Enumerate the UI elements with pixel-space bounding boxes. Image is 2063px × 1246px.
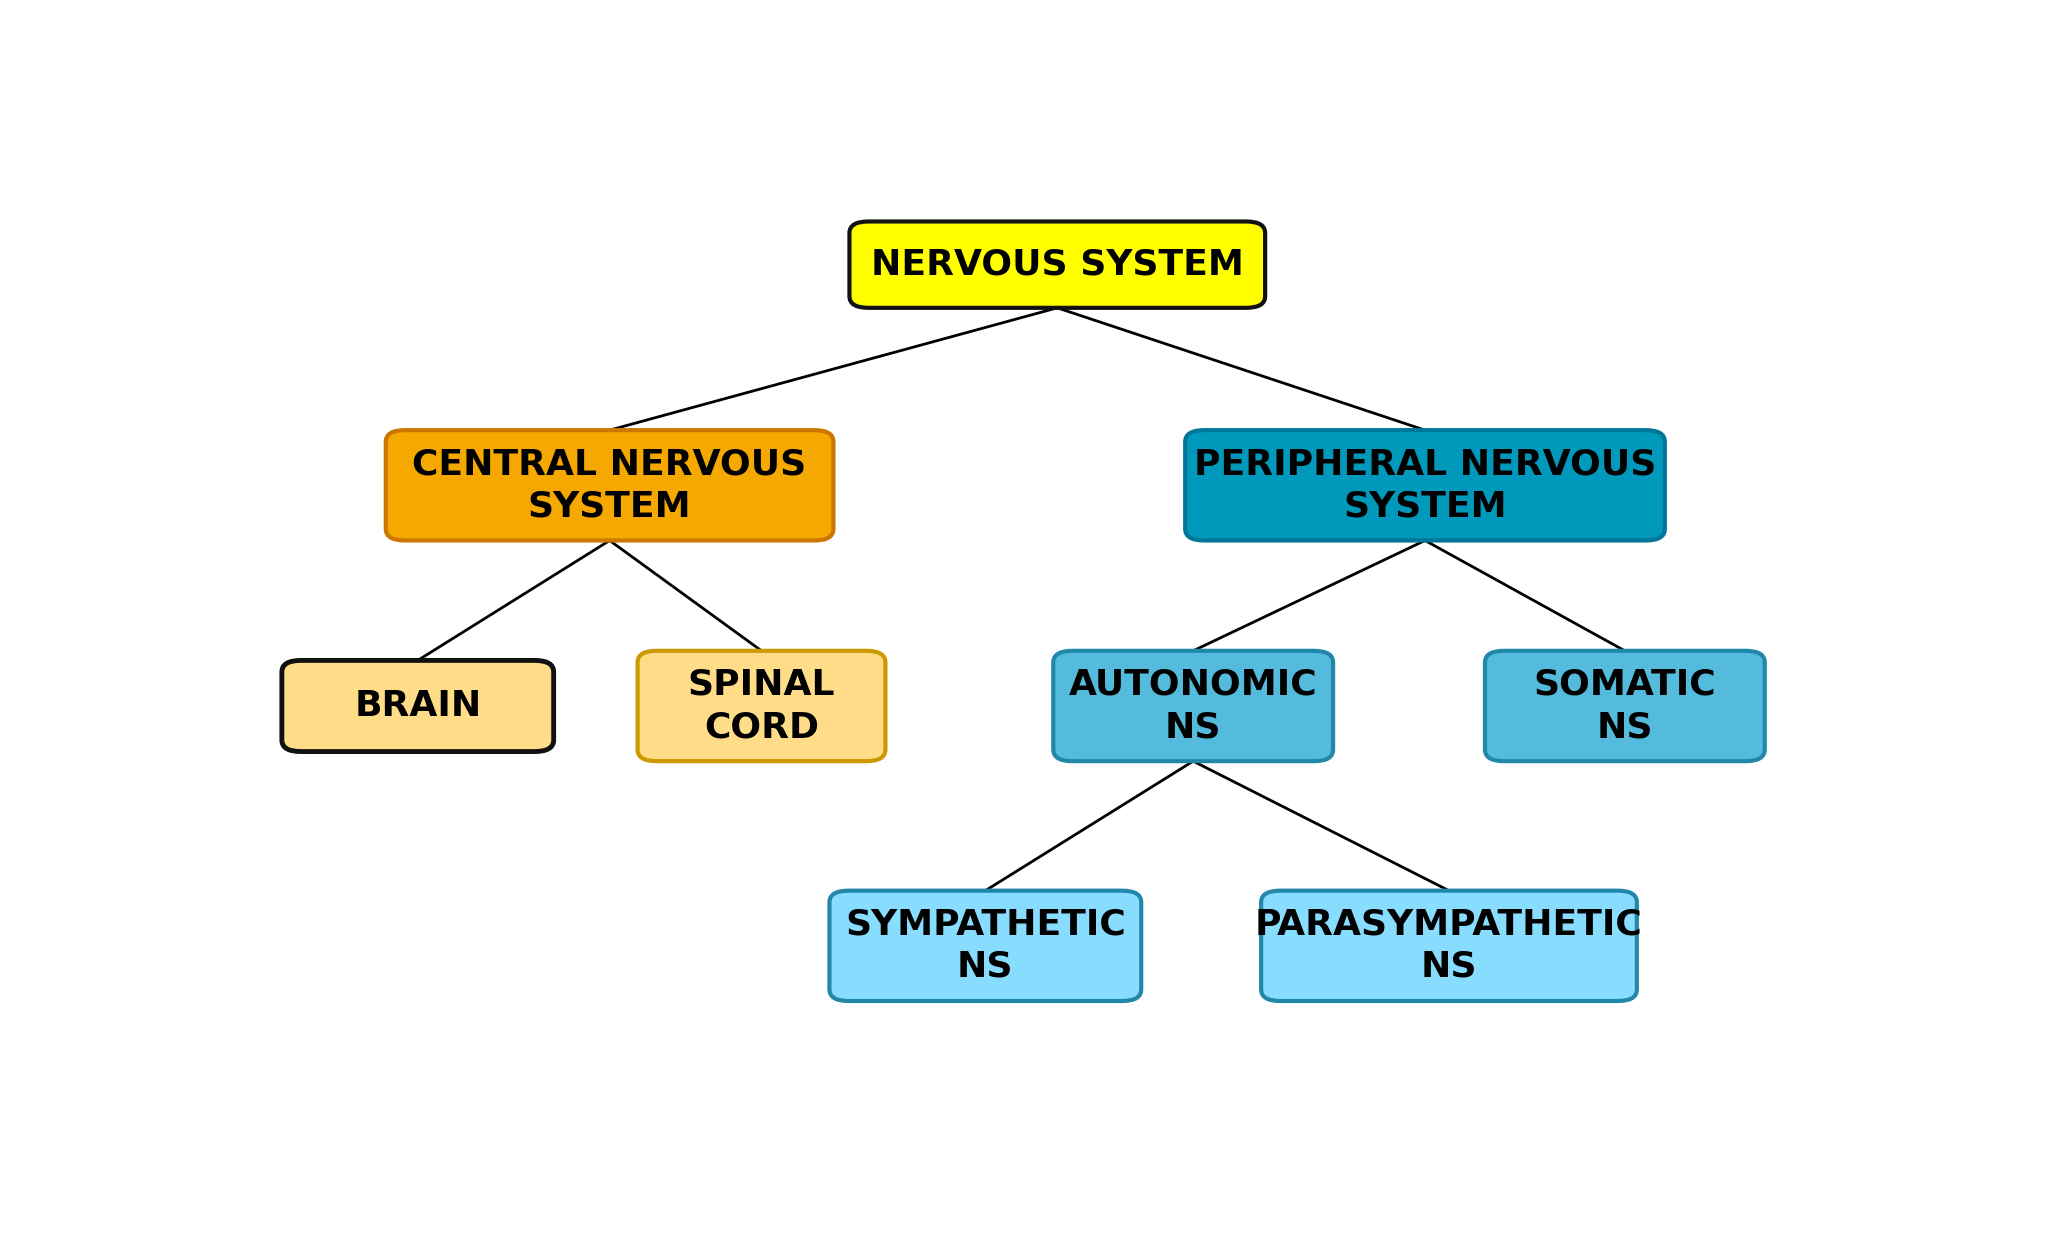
FancyBboxPatch shape (637, 650, 885, 761)
FancyBboxPatch shape (1485, 650, 1764, 761)
Text: NERVOUS SYSTEM: NERVOUS SYSTEM (871, 248, 1244, 282)
FancyBboxPatch shape (1260, 891, 1636, 1001)
FancyBboxPatch shape (850, 222, 1265, 308)
Text: BRAIN: BRAIN (355, 689, 481, 723)
FancyBboxPatch shape (1184, 430, 1665, 541)
Text: SPINAL
CORD: SPINAL CORD (687, 668, 836, 744)
FancyBboxPatch shape (386, 430, 833, 541)
FancyBboxPatch shape (1054, 650, 1333, 761)
FancyBboxPatch shape (283, 660, 553, 751)
FancyBboxPatch shape (829, 891, 1141, 1001)
Text: PARASYMPATHETIC
NS: PARASYMPATHETIC NS (1254, 908, 1642, 984)
Text: SYMPATHETIC
NS: SYMPATHETIC NS (846, 908, 1126, 984)
Text: CENTRAL NERVOUS
SYSTEM: CENTRAL NERVOUS SYSTEM (413, 447, 807, 523)
Text: PERIPHERAL NERVOUS
SYSTEM: PERIPHERAL NERVOUS SYSTEM (1194, 447, 1657, 523)
Text: SOMATIC
NS: SOMATIC NS (1533, 668, 1716, 744)
Text: AUTONOMIC
NS: AUTONOMIC NS (1069, 668, 1318, 744)
